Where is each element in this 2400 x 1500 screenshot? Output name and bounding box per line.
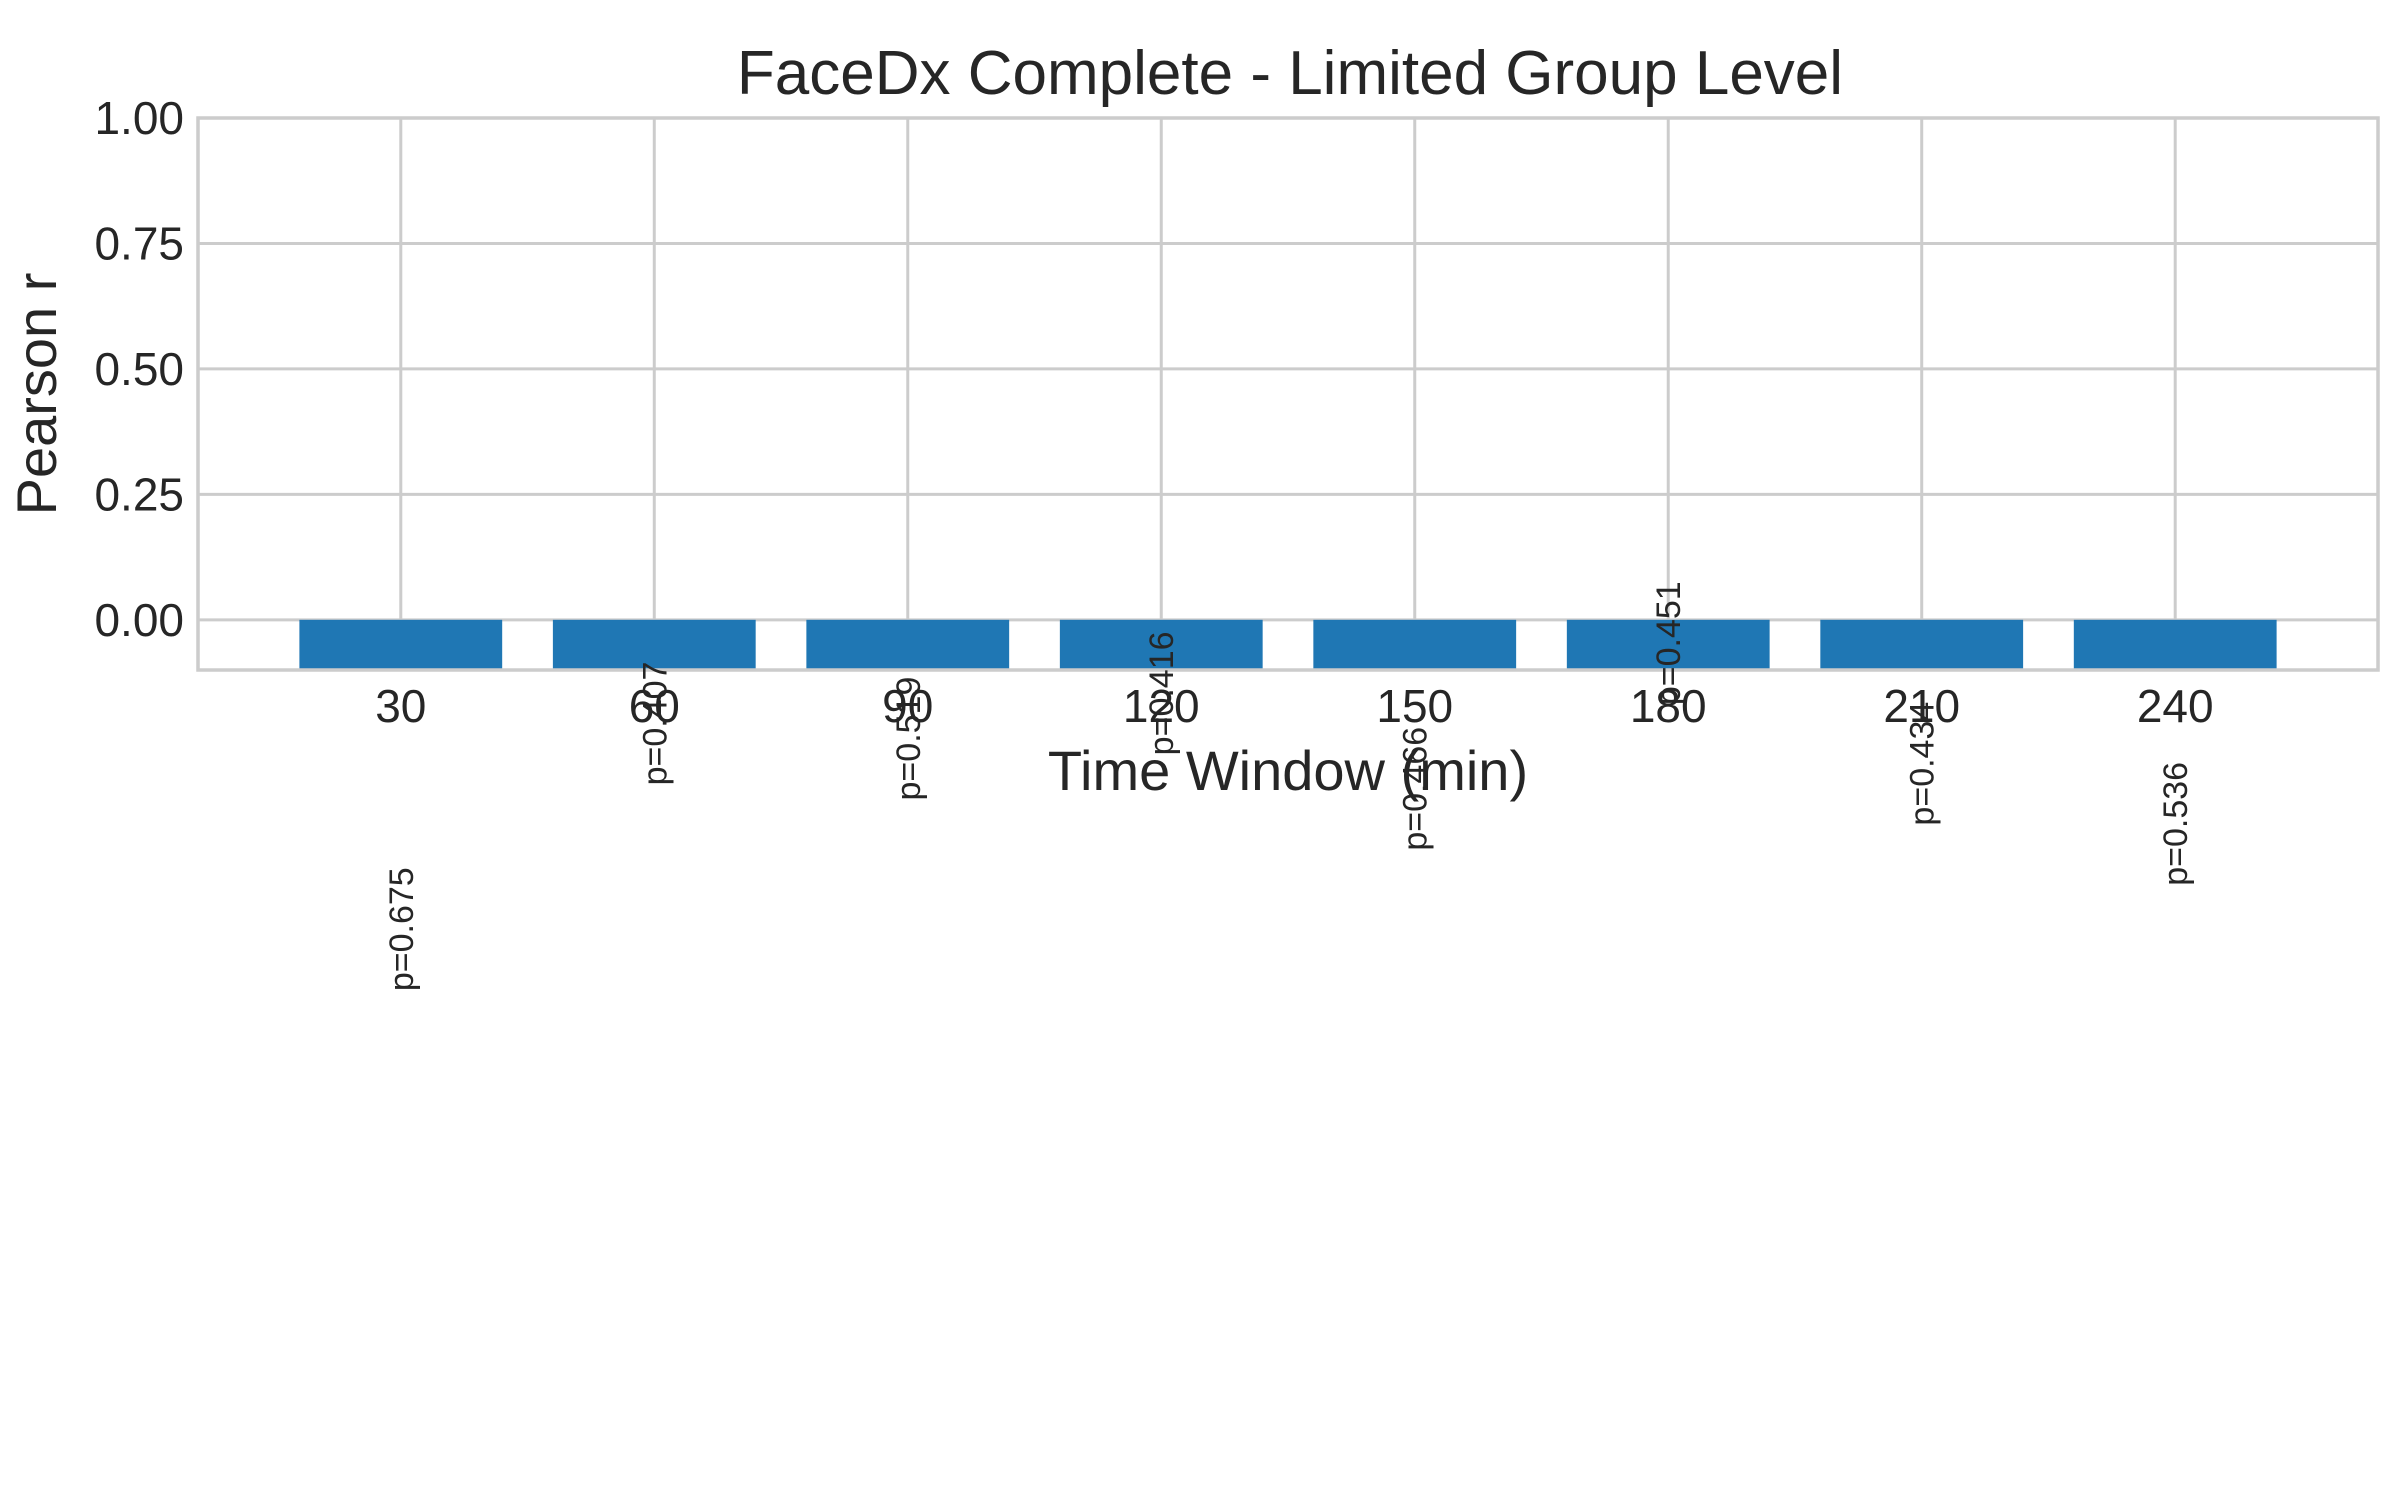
y-tick-label: 0.00 xyxy=(94,594,184,646)
x-tick-label: 120 xyxy=(1123,680,1200,732)
y-tick-label: 0.25 xyxy=(94,468,184,520)
p-value-label: p=0.416 xyxy=(1143,631,1181,755)
bar xyxy=(299,619,503,670)
x-ticks: 30 60 90 120 150 180 210 240 xyxy=(375,680,2213,732)
bar xyxy=(806,619,1010,670)
y-tick-label: 0.75 xyxy=(94,217,184,269)
plot-frame xyxy=(196,116,2380,672)
y-tick-label: 1.00 xyxy=(94,92,184,144)
x-tick-label: 180 xyxy=(1630,680,1707,732)
p-value-label: p=0.407 xyxy=(636,662,674,786)
bar xyxy=(1820,619,2024,670)
p-value-label: p=0.451 xyxy=(1650,581,1688,705)
bars xyxy=(299,619,2277,670)
bar xyxy=(1313,619,1517,670)
p-value-label: p=0.519 xyxy=(890,677,928,801)
x-tick-label: 90 xyxy=(882,680,933,732)
p-value-label: p=0.536 xyxy=(2157,762,2195,886)
x-tick-label: 60 xyxy=(629,680,680,732)
x-tick-label: 150 xyxy=(1376,680,1453,732)
p-value-label: p=0.434 xyxy=(1904,702,1942,826)
bar xyxy=(552,619,756,670)
chart-title: FaceDx Complete - Limited Group Level xyxy=(737,39,1843,108)
bar xyxy=(1059,619,1263,670)
annotations: p=0.675 p=0.407 p=0.519 p=0.416 p=0.466 p=0.4… xyxy=(383,581,2195,991)
bar xyxy=(2073,619,2277,670)
y-axis-label: Pearson r xyxy=(5,273,68,516)
y-ticks: 0.00 0.25 0.50 0.75 1.00 xyxy=(94,92,184,646)
y-tick-label: 0.50 xyxy=(94,343,184,395)
bar xyxy=(1566,619,1770,670)
grid-lines xyxy=(198,116,2378,670)
x-tick-label: 210 xyxy=(1883,680,1960,732)
x-tick-label: 240 xyxy=(2137,680,2214,732)
p-value-label: p=0.466 xyxy=(1397,727,1435,851)
x-tick-label: 30 xyxy=(375,680,426,732)
x-axis-label: Time Window (min) xyxy=(1048,739,1528,802)
p-value-label: p=0.675 xyxy=(383,867,421,991)
